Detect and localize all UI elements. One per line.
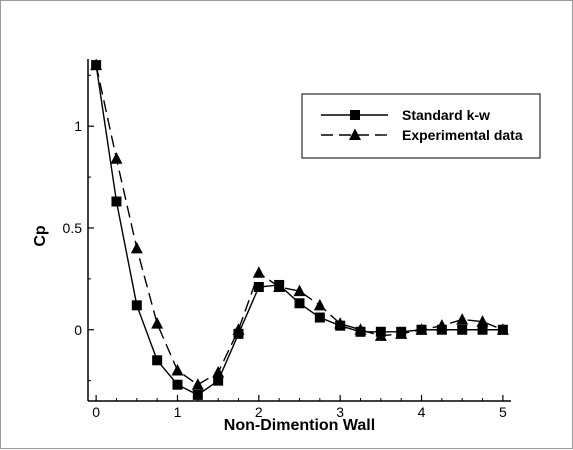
triangle-data-point bbox=[395, 327, 408, 339]
series-experimental-data bbox=[90, 58, 509, 390]
x-tick-label: 1 bbox=[174, 404, 182, 420]
triangle-data-point bbox=[374, 329, 387, 341]
triangle-data-point bbox=[232, 323, 245, 335]
square-data-point bbox=[131, 300, 142, 311]
triangle-data-point bbox=[456, 313, 469, 325]
square-data-point bbox=[192, 389, 203, 400]
triangle-data-point bbox=[130, 241, 143, 254]
x-tick-label: 2 bbox=[255, 404, 263, 420]
triangle-data-point bbox=[151, 317, 164, 329]
triangle-data-point bbox=[334, 317, 347, 329]
square-data-point bbox=[477, 324, 488, 335]
square-data-point bbox=[253, 282, 264, 292]
legend-triangle-marker bbox=[349, 128, 361, 140]
y-tick-label: 0.5 bbox=[63, 220, 83, 236]
square-data-point bbox=[172, 379, 183, 390]
square-data-point bbox=[294, 298, 305, 309]
triangle-data-point bbox=[435, 319, 448, 331]
y-ticks: 00.51 bbox=[63, 74, 94, 382]
triangle-data-point bbox=[191, 378, 204, 390]
triangle-data-point bbox=[252, 266, 265, 278]
legend-item: Standard k-w bbox=[321, 107, 490, 123]
square-data-point bbox=[457, 324, 468, 335]
triangle-data-point bbox=[171, 363, 184, 376]
legend-item: Experimental data bbox=[321, 127, 523, 143]
legend-label: Experimental data bbox=[402, 127, 523, 143]
triangle-data-point bbox=[90, 58, 103, 71]
x-tick-label: 0 bbox=[92, 404, 100, 420]
y-axis-title: Cp bbox=[32, 225, 49, 247]
x-axis-title: Non-Dimention Wall bbox=[224, 417, 375, 434]
x-tick-label: 5 bbox=[499, 404, 507, 420]
triangle-data-point bbox=[293, 284, 306, 297]
square-data-point bbox=[111, 196, 122, 207]
triangle-data-point bbox=[273, 280, 286, 292]
triangle-data-point bbox=[476, 315, 489, 327]
square-data-point bbox=[152, 355, 163, 366]
triangle-data-point bbox=[313, 298, 326, 311]
series-line bbox=[95, 64, 504, 386]
legend-label: Standard k-w bbox=[402, 107, 490, 123]
triangle-data-point bbox=[212, 366, 225, 378]
x-tick-label: 3 bbox=[336, 404, 344, 420]
triangle-data-point bbox=[496, 323, 509, 335]
legend-items: Standard k-w Experimental data bbox=[321, 107, 523, 143]
legend-square-marker bbox=[350, 110, 360, 120]
square-data-point bbox=[213, 375, 224, 386]
legend-box bbox=[301, 93, 541, 159]
legend: Standard k-w Experimental data bbox=[301, 93, 541, 159]
x-ticks: 0 1 2 3 4 5 bbox=[92, 395, 507, 420]
triangle-data-point bbox=[415, 323, 428, 335]
x-tick-label: 4 bbox=[418, 404, 426, 420]
triangle-data-point bbox=[110, 152, 123, 164]
y-tick-label: 1 bbox=[74, 118, 82, 134]
triangle-data-point bbox=[354, 323, 367, 335]
square-data-point bbox=[314, 312, 325, 323]
y-tick-label: 0 bbox=[74, 322, 82, 338]
series-layer bbox=[90, 58, 509, 400]
